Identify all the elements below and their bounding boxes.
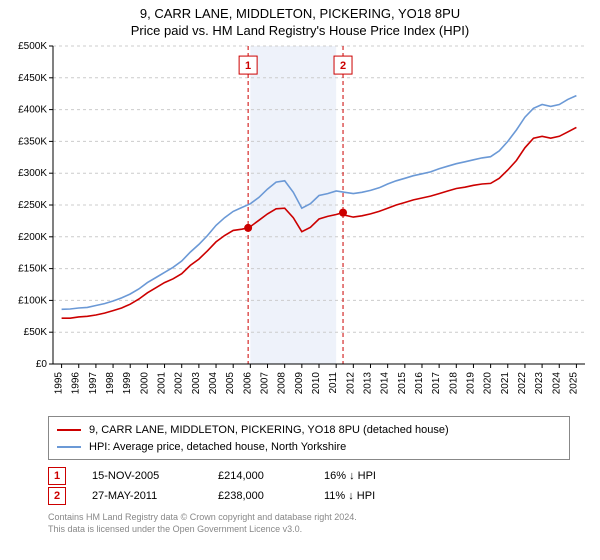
legend-item: 9, CARR LANE, MIDDLETON, PICKERING, YO18… bbox=[57, 421, 561, 438]
footer-line: This data is licensed under the Open Gov… bbox=[48, 524, 570, 536]
svg-text:2024: 2024 bbox=[551, 372, 562, 395]
svg-text:2019: 2019 bbox=[465, 372, 476, 395]
footer-line: Contains HM Land Registry data © Crown c… bbox=[48, 512, 570, 524]
svg-text:2022: 2022 bbox=[517, 372, 528, 395]
svg-text:1999: 1999 bbox=[122, 372, 133, 395]
chart-titles: 9, CARR LANE, MIDDLETON, PICKERING, YO18… bbox=[0, 0, 600, 40]
svg-text:£0: £0 bbox=[36, 359, 48, 370]
svg-text:£50K: £50K bbox=[24, 327, 48, 338]
event-date: 15-NOV-2005 bbox=[92, 470, 192, 482]
sale-events-table: 1 15-NOV-2005 £214,000 16% ↓ HPI 2 27-MA… bbox=[48, 466, 570, 506]
svg-text:2002: 2002 bbox=[174, 372, 185, 395]
svg-text:£150K: £150K bbox=[18, 264, 47, 275]
svg-text:1: 1 bbox=[245, 60, 251, 72]
svg-text:1995: 1995 bbox=[54, 372, 65, 395]
chart-legend: 9, CARR LANE, MIDDLETON, PICKERING, YO18… bbox=[48, 416, 570, 460]
chart-plot-area: £0 £50K £100K £150K £200K £250K £300K £350K £400… bbox=[5, 40, 595, 410]
svg-text:2025: 2025 bbox=[568, 372, 579, 395]
svg-text:£500K: £500K bbox=[18, 41, 47, 52]
svg-text:£300K: £300K bbox=[18, 168, 47, 179]
svg-text:1997: 1997 bbox=[88, 372, 99, 395]
legend-swatch bbox=[57, 446, 81, 448]
svg-text:2012: 2012 bbox=[345, 372, 356, 395]
svg-text:2009: 2009 bbox=[294, 372, 305, 395]
svg-text:2014: 2014 bbox=[380, 372, 391, 395]
svg-text:2001: 2001 bbox=[157, 372, 168, 395]
svg-text:2020: 2020 bbox=[483, 372, 494, 395]
event-delta: 16% ↓ HPI bbox=[324, 470, 376, 482]
event-marker-box: 2 bbox=[48, 487, 66, 505]
svg-text:£100K: £100K bbox=[18, 295, 47, 306]
legend-item: HPI: Average price, detached house, Nort… bbox=[57, 438, 561, 455]
svg-text:2021: 2021 bbox=[500, 372, 511, 395]
sale-event-row: 2 27-MAY-2011 £238,000 11% ↓ HPI bbox=[48, 486, 570, 506]
event-price: £238,000 bbox=[218, 490, 298, 502]
svg-text:£250K: £250K bbox=[18, 200, 47, 211]
svg-text:2006: 2006 bbox=[242, 372, 253, 395]
event-marker-box: 1 bbox=[48, 467, 66, 485]
svg-text:1998: 1998 bbox=[105, 372, 116, 395]
svg-text:£350K: £350K bbox=[18, 136, 47, 147]
svg-text:2018: 2018 bbox=[448, 372, 459, 395]
svg-text:2004: 2004 bbox=[208, 372, 219, 395]
event-delta: 11% ↓ HPI bbox=[324, 490, 375, 502]
svg-text:1996: 1996 bbox=[71, 372, 82, 395]
svg-text:2008: 2008 bbox=[277, 372, 288, 395]
legend-label: 9, CARR LANE, MIDDLETON, PICKERING, YO18… bbox=[89, 424, 449, 436]
sale-event-row: 1 15-NOV-2005 £214,000 16% ↓ HPI bbox=[48, 466, 570, 486]
svg-text:2: 2 bbox=[340, 60, 346, 72]
svg-text:2007: 2007 bbox=[260, 372, 271, 395]
event-date: 27-MAY-2011 bbox=[92, 490, 192, 502]
chart-footer: Contains HM Land Registry data © Crown c… bbox=[48, 512, 570, 535]
svg-text:2000: 2000 bbox=[139, 372, 150, 395]
chart-subtitle: Price paid vs. HM Land Registry's House … bbox=[4, 23, 596, 38]
line-chart-svg: £0 £50K £100K £150K £200K £250K £300K £350K £400… bbox=[5, 40, 595, 410]
legend-swatch bbox=[57, 429, 81, 431]
svg-text:£400K: £400K bbox=[18, 105, 47, 116]
svg-text:2016: 2016 bbox=[414, 372, 425, 395]
svg-text:2013: 2013 bbox=[362, 372, 373, 395]
svg-text:2011: 2011 bbox=[328, 372, 339, 394]
svg-text:2005: 2005 bbox=[225, 372, 236, 395]
chart-container: 9, CARR LANE, MIDDLETON, PICKERING, YO18… bbox=[0, 0, 600, 535]
svg-text:2017: 2017 bbox=[431, 372, 442, 395]
svg-text:2003: 2003 bbox=[191, 372, 202, 395]
svg-text:£200K: £200K bbox=[18, 232, 47, 243]
svg-text:2023: 2023 bbox=[534, 372, 545, 395]
chart-title: 9, CARR LANE, MIDDLETON, PICKERING, YO18… bbox=[4, 6, 596, 21]
svg-text:2015: 2015 bbox=[397, 372, 408, 395]
legend-label: HPI: Average price, detached house, Nort… bbox=[89, 441, 346, 453]
event-price: £214,000 bbox=[218, 470, 298, 482]
svg-text:£450K: £450K bbox=[18, 73, 47, 84]
svg-text:2010: 2010 bbox=[311, 372, 322, 395]
